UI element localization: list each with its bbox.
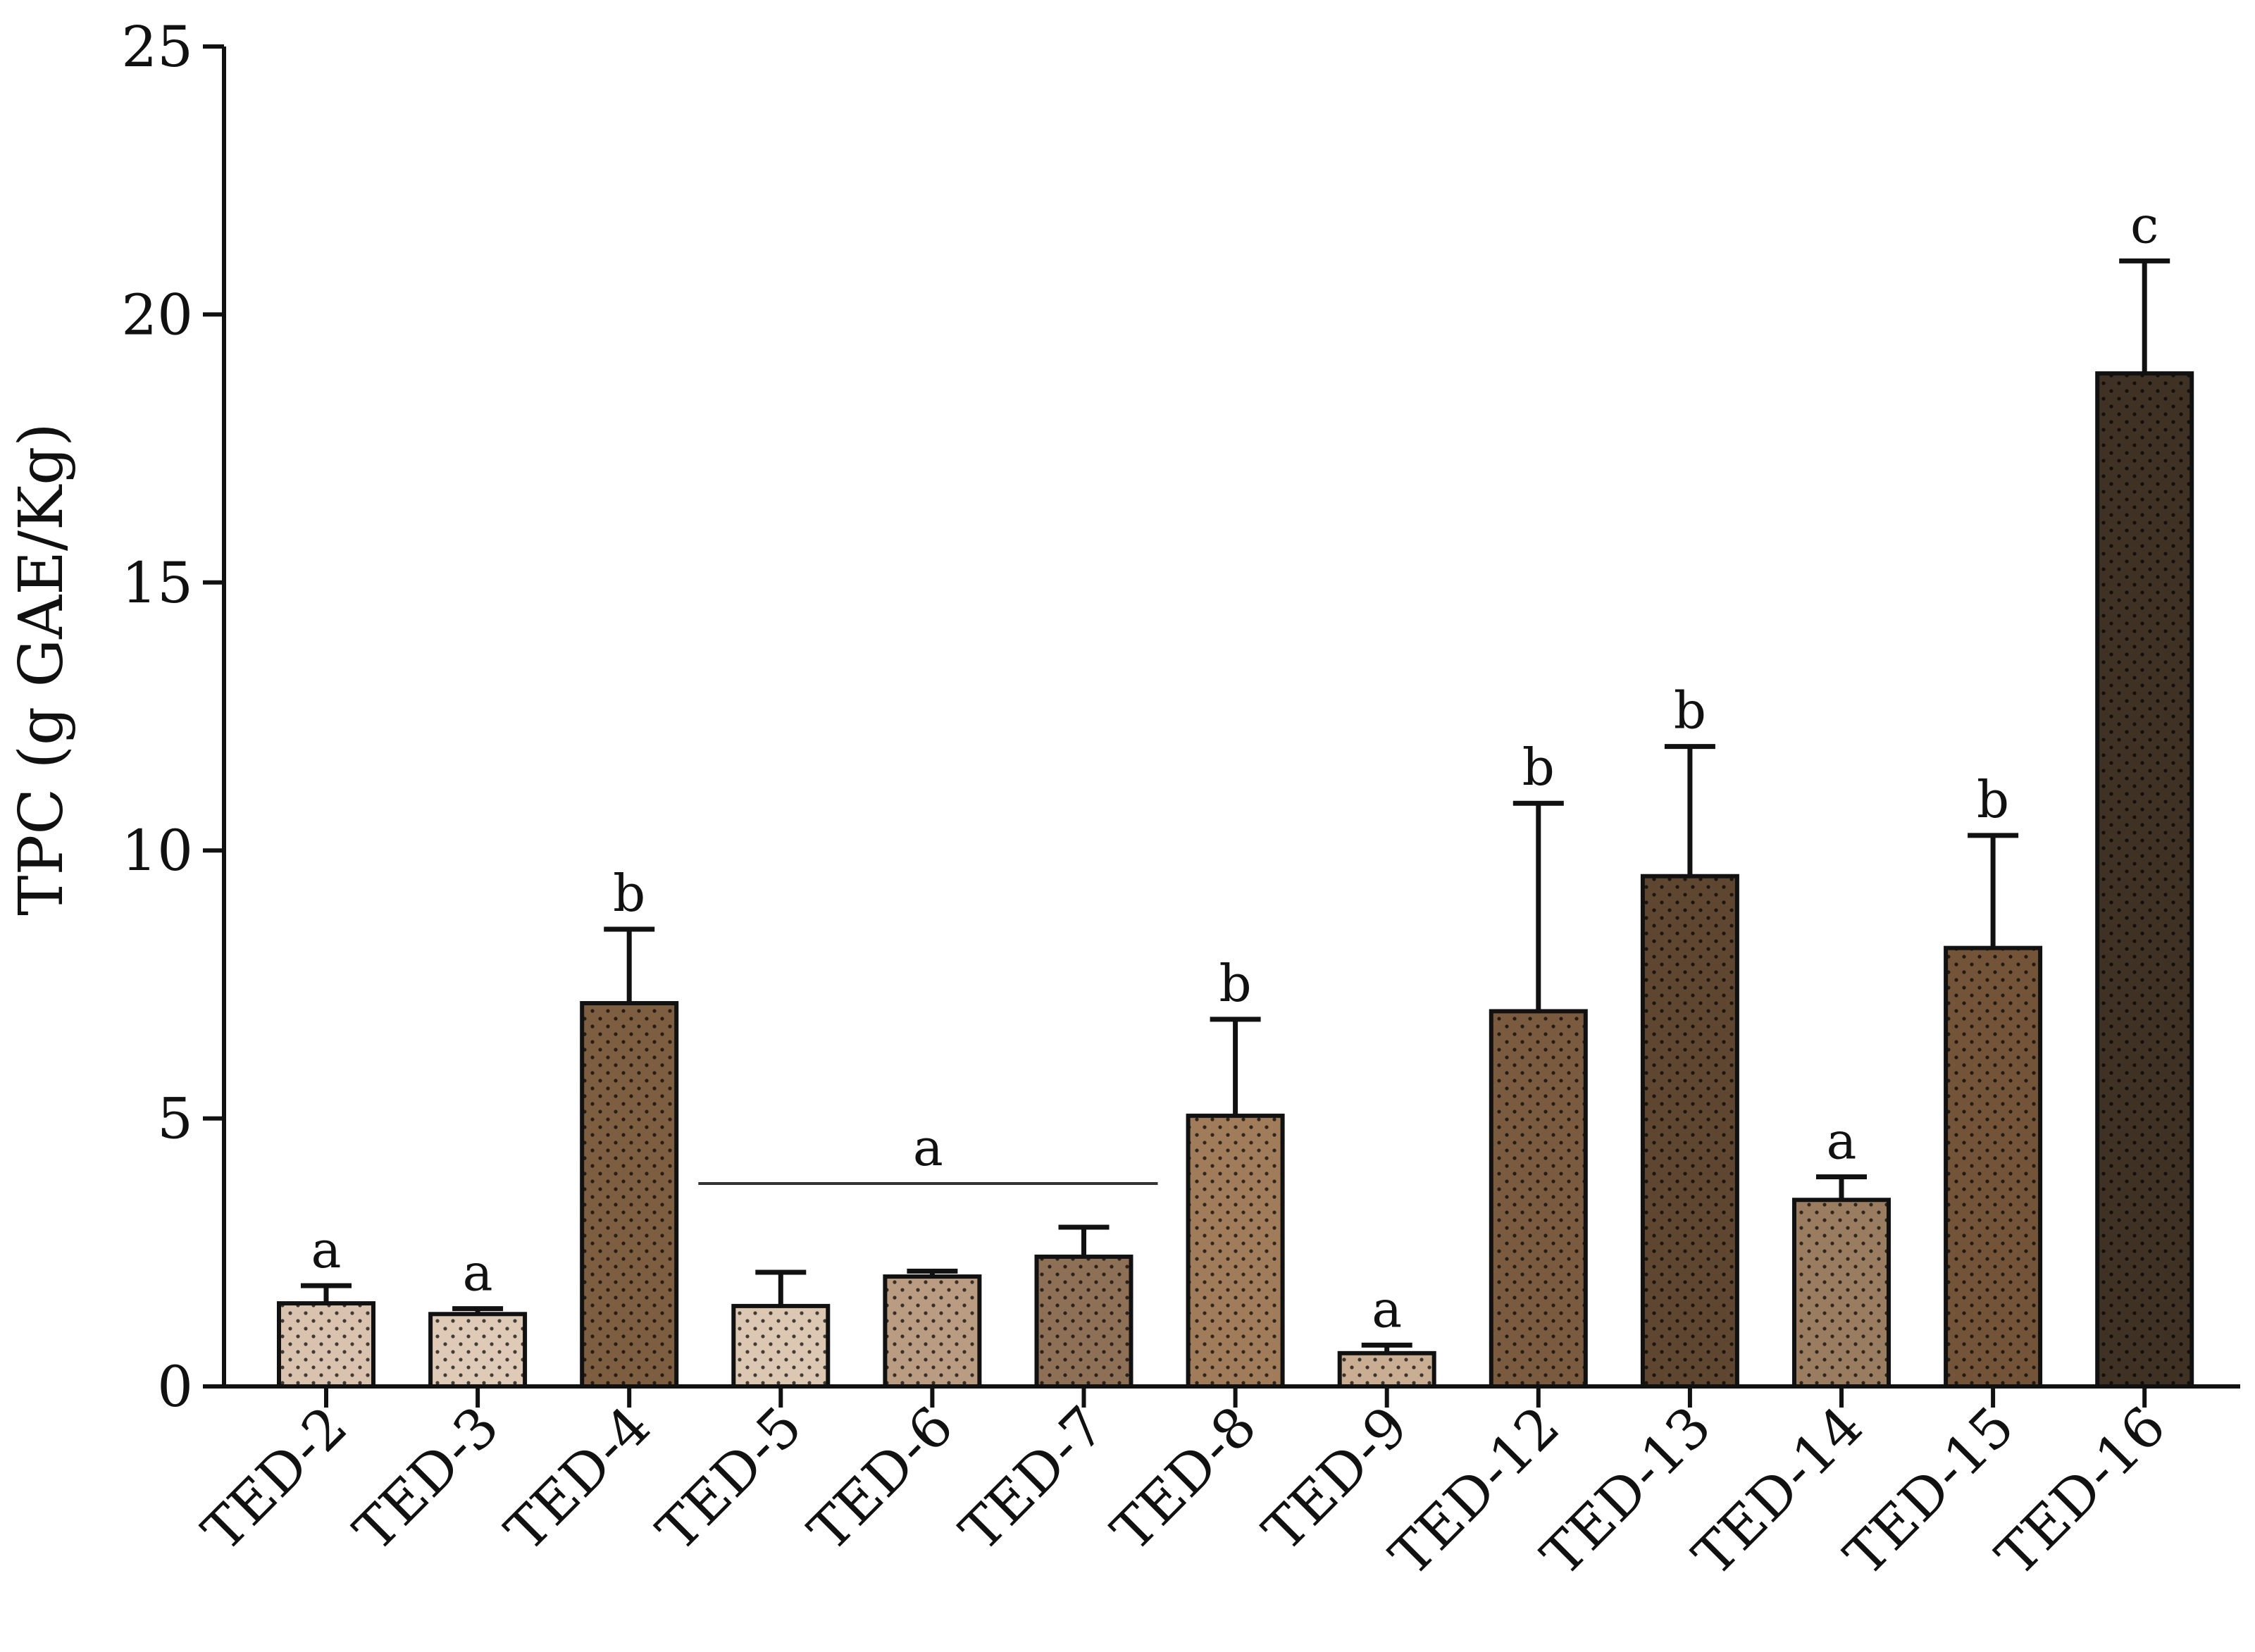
significance-label: b [1219,954,1252,1013]
x-category-label: TED-15 [1833,1395,2027,1589]
significance-label: b [613,864,645,923]
bar-outline [1186,1113,1285,1389]
bar-outline [1034,1254,1133,1389]
x-category-label: TED-5 [645,1395,814,1564]
bar-outline [1337,1350,1436,1389]
x-category-label: TED-12 [1378,1395,1572,1589]
x-category-label: TED-6 [797,1395,966,1564]
bar-outline [731,1303,831,1389]
significance-label: b [1674,681,1706,740]
y-tick-label: 25 [121,14,193,80]
significance-label: b [1522,738,1555,797]
y-tick-label: 20 [121,282,193,347]
significance-label: a [463,1243,493,1303]
bar-outline [1640,874,1739,1389]
y-tick-label: 15 [121,550,193,616]
y-tick-label: 0 [157,1354,193,1420]
bar-outline [580,1001,679,1389]
y-axis-title: TPC (g GAE/Kg) [6,423,77,916]
y-tick-label: 10 [121,818,193,883]
x-category-label: TED-13 [1530,1395,1724,1589]
x-category-label: TED-3 [342,1395,511,1564]
significance-label: a [1827,1112,1857,1171]
x-category-label: TED-8 [1100,1395,1269,1564]
significance-label: a [311,1220,342,1279]
bar-outline [1792,1198,1891,1389]
bar-outline [277,1301,375,1389]
bar-outline [2095,371,2194,1389]
x-category-label: TED-16 [1984,1395,2178,1589]
x-category-label: TED-7 [948,1395,1117,1564]
significance-label: a [1372,1279,1402,1339]
bar-outline [883,1274,982,1389]
group-significance-label: a [913,1118,943,1177]
x-category-label: TED-14 [1682,1395,1875,1589]
y-tick-label: 5 [157,1086,193,1152]
bar-outline [1489,1009,1588,1389]
significance-label: b [1977,770,2009,829]
significance-label: c [2130,195,2158,254]
bar-outline [428,1312,528,1389]
x-category-label: TED-4 [494,1395,663,1564]
bar-outline [1944,945,2043,1389]
x-category-label: TED-2 [191,1395,360,1564]
